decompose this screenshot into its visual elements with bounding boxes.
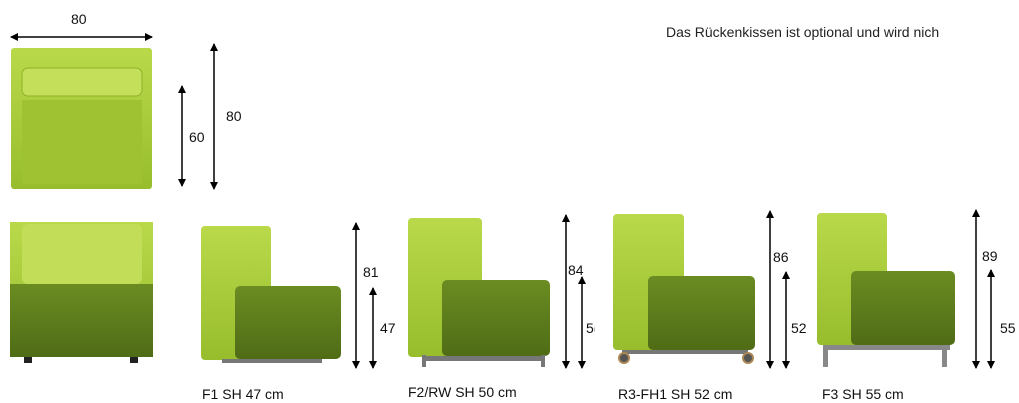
f2rw-seat-height-label: 5( [586,320,595,336]
model-f3-side-view [817,213,955,367]
model-f1-side-view [201,226,341,363]
back-cushion-note: Das Rückenkissen ist optional und wird n… [666,24,940,40]
f3-seat-height-label: 55 [1000,320,1016,336]
seat-depth-label: 60 [189,129,205,145]
top-view-sofa [11,48,152,189]
f1-caption: F1 SH 47 cm [202,386,284,402]
f2rw-caption: F2/RW SH 50 cm [408,384,517,400]
r3fh1-caption: R3-FH1 SH 52 cm [618,386,733,402]
width-label: 80 [71,11,87,27]
depth-label: 80 [226,108,242,124]
f3-caption: F3 SH 55 cm [822,386,904,402]
f3-total-height-label: 89 [982,248,998,264]
f1-seat-height-label: 47 [380,320,396,336]
r3fh1-seat-height-label: 52 [791,320,807,336]
r3fh1-total-height-label: 86 [773,249,789,265]
f1-total-height-label: 81 [363,264,379,280]
f2rw-total-height-label: 84 [568,262,584,278]
model-f2rw-side-view [408,218,550,367]
front-view-sofa [10,222,153,363]
model-r3fh1-side-view [613,214,755,364]
